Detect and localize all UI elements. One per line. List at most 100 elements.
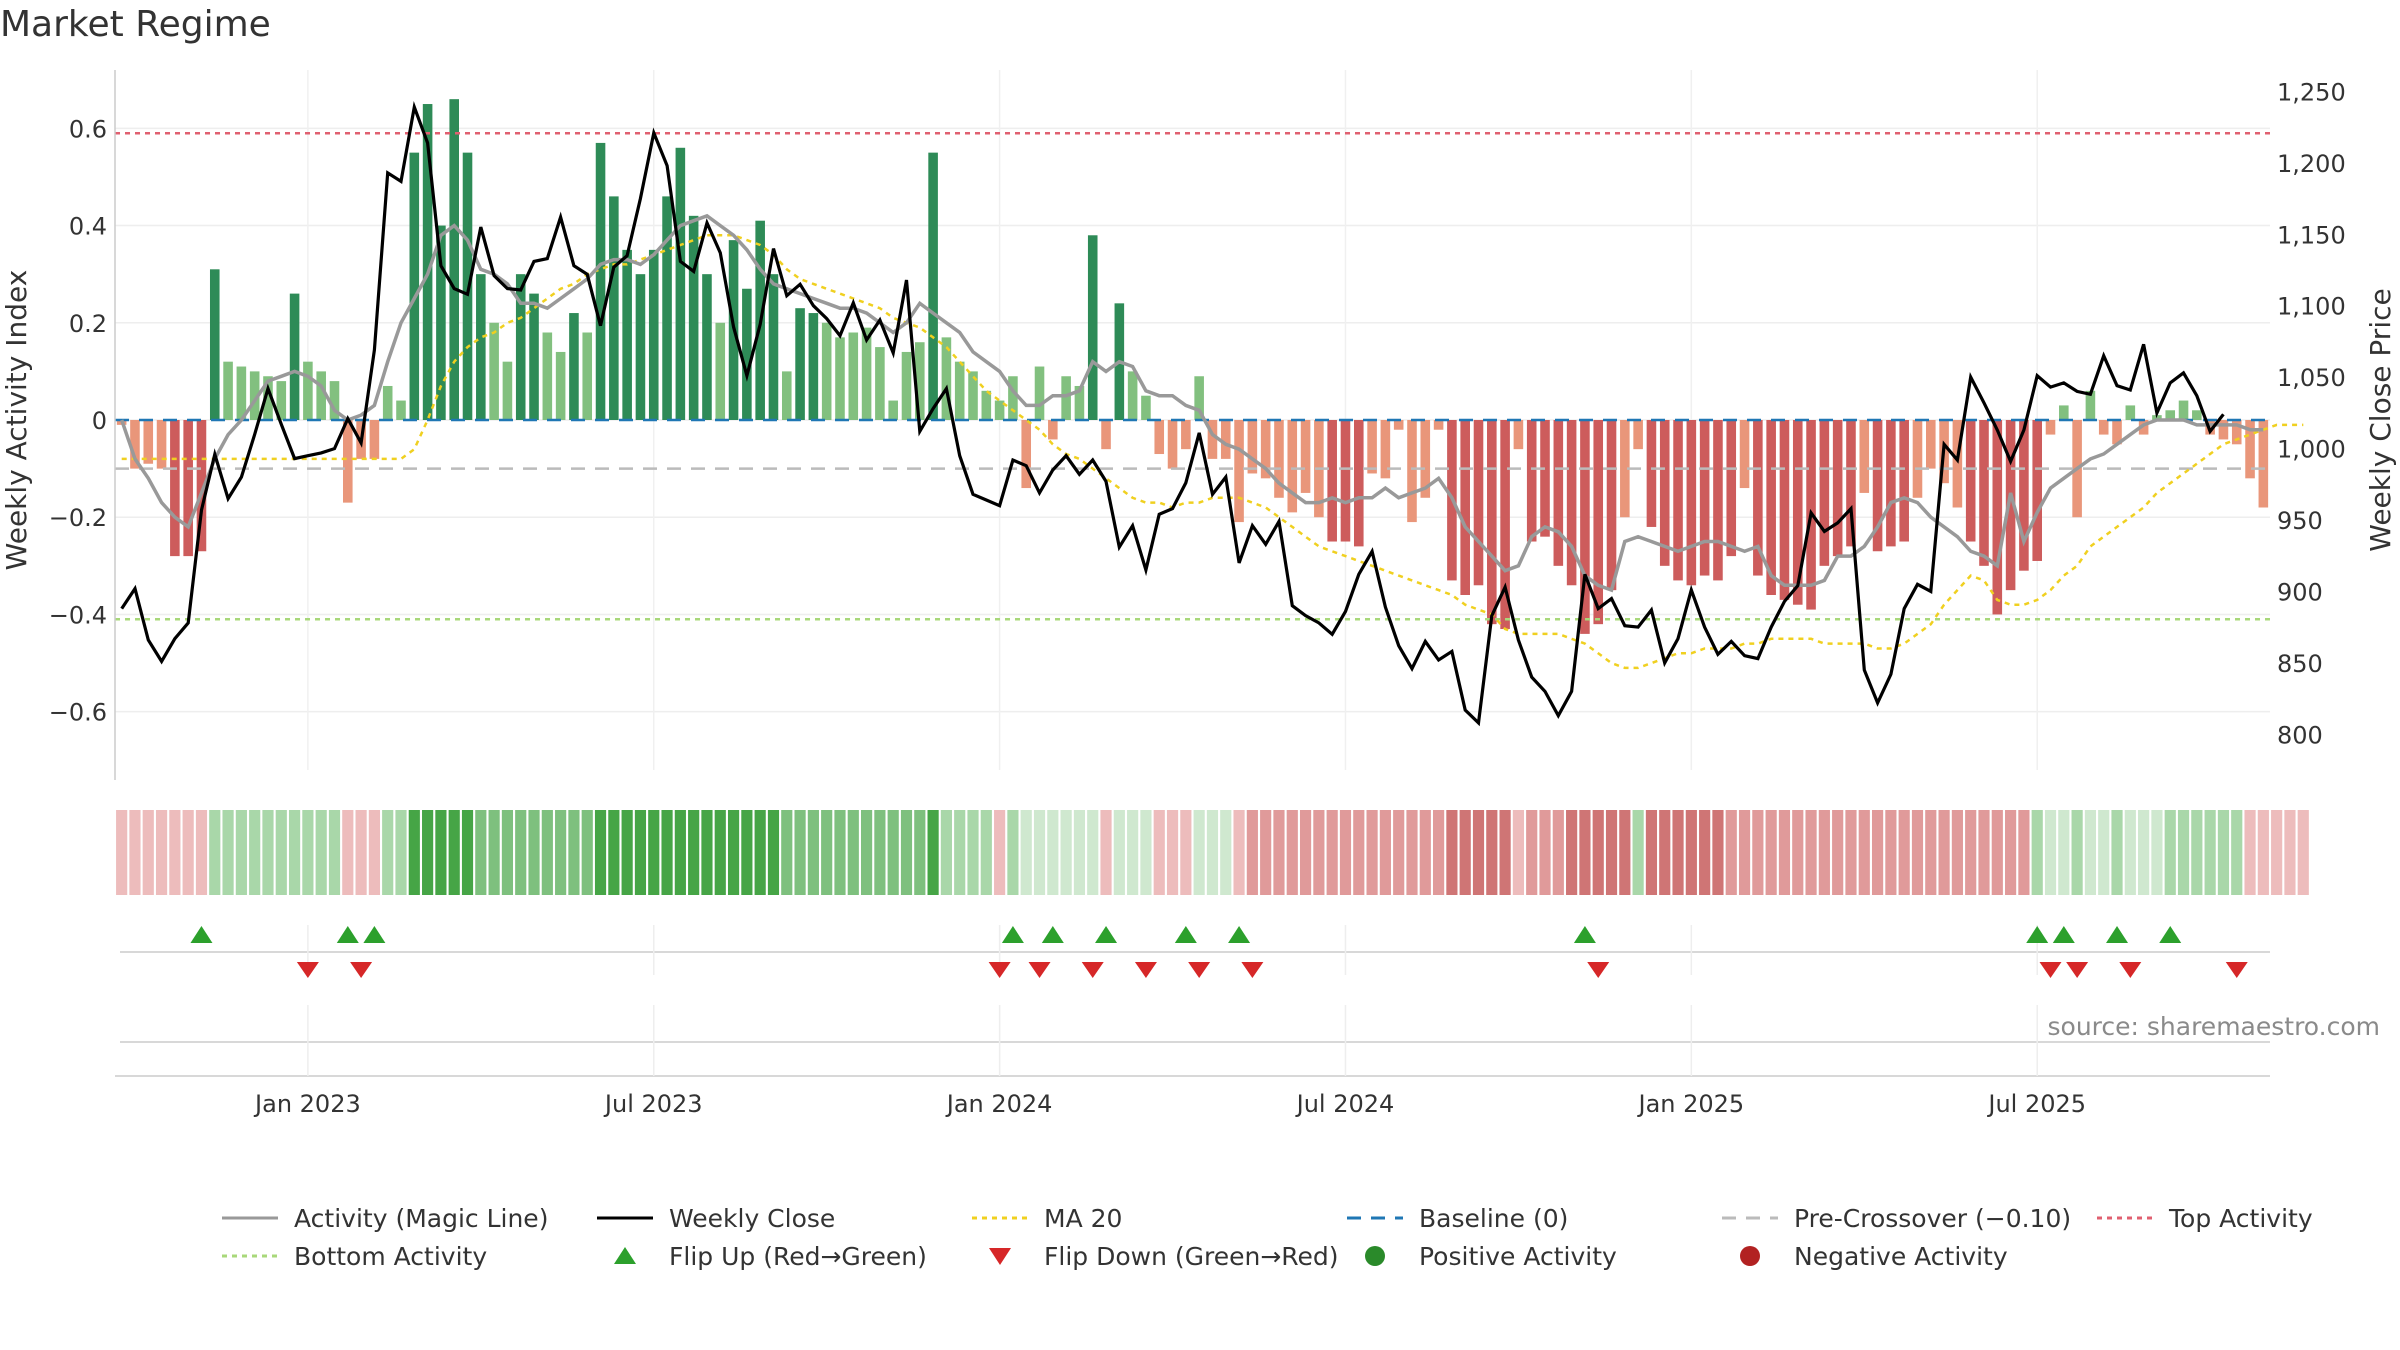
regime-strip-cell — [1073, 810, 1086, 895]
regime-strip-cell — [262, 810, 274, 895]
y-axis-label: Weekly Activity Index — [0, 270, 33, 571]
regime-strip-cell — [195, 810, 208, 895]
activity-bar — [2138, 420, 2149, 435]
activity-bar — [1766, 420, 1776, 595]
regime-strip-cell — [1087, 810, 1099, 895]
regime-strip-cell — [448, 810, 460, 895]
activity-bar — [436, 225, 446, 420]
series-lines — [120, 101, 2304, 727]
y2-tick-label: 1,050 — [2277, 364, 2346, 392]
regime-strip-cell — [727, 810, 740, 895]
activity-bar — [1792, 420, 1803, 605]
flip-down-marker — [1081, 962, 1104, 978]
activity-bar — [1473, 420, 1484, 586]
activity-bar — [343, 420, 353, 503]
activity-bar — [1540, 420, 1550, 537]
legend-label: Negative Activity — [1794, 1241, 2008, 1271]
regime-strip-cell — [302, 810, 314, 895]
regime-strip-cell — [2124, 810, 2136, 895]
regime-strip-cell — [674, 810, 686, 895]
activity-bar — [1274, 420, 1284, 498]
activity-bar — [1899, 420, 1909, 542]
activity-bar — [502, 361, 513, 420]
regime-strip-cell — [741, 810, 753, 895]
regime-strip-cell — [2071, 810, 2083, 895]
activity-bar — [1726, 420, 1737, 557]
flip-up-marker — [1041, 926, 1064, 943]
y2-tick-label: 1,200 — [2277, 150, 2346, 178]
activity-bar — [928, 152, 938, 420]
regime-strip-cell — [1911, 810, 1924, 895]
regime-strip-cell — [461, 810, 474, 895]
regime-strip-cell — [368, 810, 380, 895]
activity-bar — [595, 142, 606, 420]
activity-bar — [276, 381, 287, 420]
regime-strip-cell — [1366, 810, 1378, 895]
flip-up-marker — [363, 926, 386, 943]
activity-bar — [329, 381, 340, 420]
activity-bar — [715, 322, 726, 420]
activity-bar — [1566, 420, 1577, 586]
legend-item: Flip Up (Red→Green) — [595, 1238, 927, 1274]
legend-label: Flip Down (Green→Red) — [1044, 1241, 1339, 1271]
activity-bar — [635, 274, 646, 420]
regime-strip-cell — [1379, 810, 1391, 895]
activity-bar — [742, 288, 752, 420]
legend-item: Bottom Activity — [220, 1238, 487, 1274]
axes: 0.6 0.4 0.2 0 −0.2 −0.4 −0.6 1,250 1,200 1,150 1,1… — [0, 70, 2397, 780]
regime-strip-cell — [887, 810, 899, 895]
activity-bar — [1513, 420, 1524, 450]
activity-bar — [1713, 420, 1723, 581]
regime-strip-cell — [488, 810, 500, 895]
regime-strip-cell — [967, 810, 979, 895]
activity-bar — [449, 99, 460, 421]
activity-bar — [1300, 420, 1311, 493]
regime-strip-cell — [581, 810, 593, 895]
regime-strip-cell — [275, 810, 287, 895]
activity-bar — [2258, 420, 2269, 508]
x-tick-label: Jul 2025 — [1986, 1090, 2086, 1118]
regime-strip-cell — [1033, 810, 1046, 895]
regime-strip-cell — [754, 810, 766, 895]
legend-swatch-icon — [1740, 1246, 1760, 1266]
activity-bar — [2178, 400, 2189, 420]
regime-strip-cell — [701, 810, 713, 895]
legend: Activity (Magic Line) Weekly Close MA 20 Ba… — [0, 1200, 2400, 1290]
y2-tick-label: 800 — [2277, 721, 2323, 749]
activity-bar — [2231, 420, 2242, 445]
regime-strip-cell — [1845, 810, 1857, 895]
regime-strip-cell — [1246, 810, 1258, 895]
legend-item: MA 20 — [970, 1200, 1122, 1236]
activity-bar — [2045, 420, 2056, 435]
activity-bar — [130, 420, 140, 469]
activity-bar — [1194, 376, 1204, 420]
regime-strip-cell — [1299, 810, 1312, 895]
activity-bar — [1753, 420, 1763, 576]
regime-strip-cell — [954, 810, 966, 895]
activity-bar — [1220, 420, 1231, 459]
flip-down-marker — [2119, 962, 2142, 978]
activity-bar — [702, 274, 712, 420]
flip-up-marker — [2026, 926, 2049, 943]
activity-bar — [1420, 420, 1431, 498]
regime-strip-cell — [1539, 810, 1551, 895]
activity-bar — [2059, 405, 2069, 420]
activity-bar — [1181, 420, 1191, 450]
legend-item: Top Activity — [2095, 1200, 2313, 1236]
x-tick-label: Jan 2025 — [1636, 1090, 1744, 1118]
regime-strip-cell — [2217, 810, 2230, 895]
flip-up-marker — [1095, 926, 1118, 943]
regime-strip-cell — [2138, 810, 2150, 895]
regime-strip-cell — [1871, 810, 1884, 895]
activity-bar — [1127, 371, 1138, 420]
flip-up-marker — [1001, 926, 1024, 943]
regime-strip-cell — [288, 810, 301, 895]
regime-strip-cell — [1446, 810, 1458, 895]
legend-dot-glyph — [1740, 1246, 1760, 1266]
activity-bar — [316, 371, 326, 420]
regime-strip-cell — [834, 810, 846, 895]
regime-strip-cell — [382, 810, 394, 895]
activity-bar — [1912, 420, 1923, 498]
regime-strip-cell — [1765, 810, 1777, 895]
regime-strip-cell — [2018, 810, 2030, 895]
